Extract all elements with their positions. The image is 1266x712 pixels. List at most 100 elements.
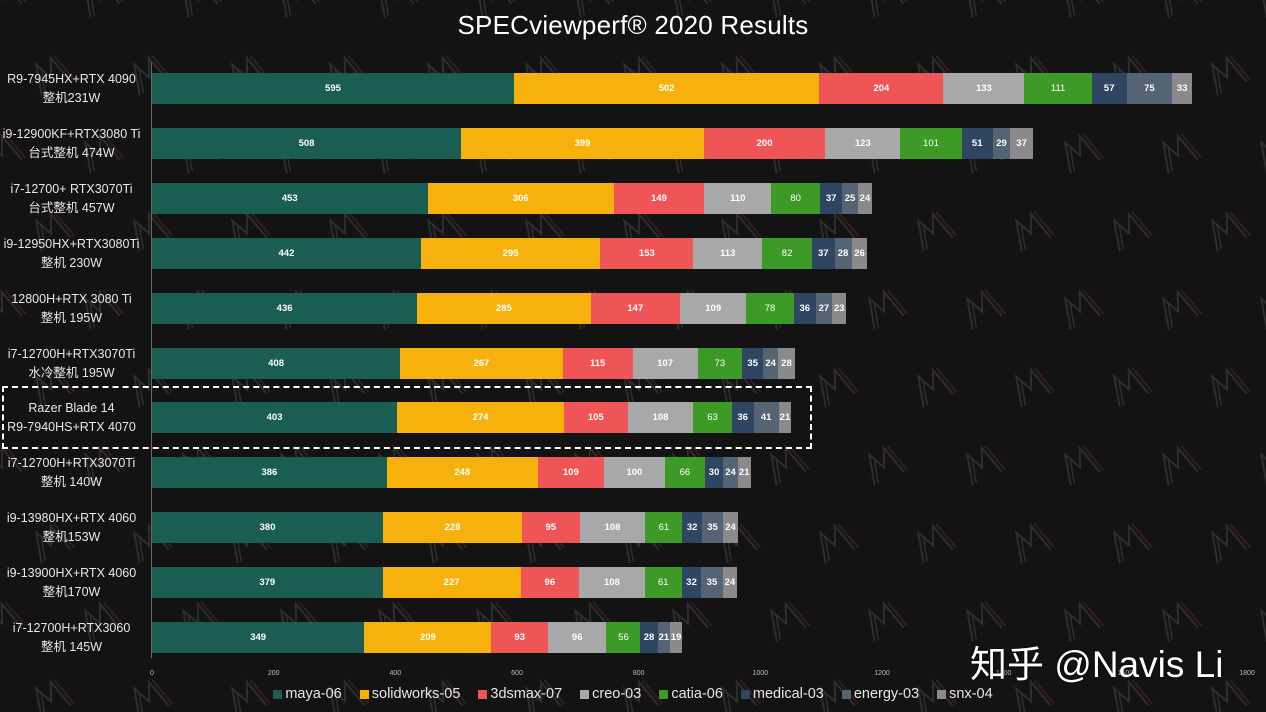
watermark-m-icon [916,367,958,408]
category-label-line1: i7-12700+ RTX3070Ti [10,181,133,196]
category-label: i9-13900HX+RTX 4060 整机170W [0,564,143,602]
watermark-m-icon [0,289,27,330]
watermark-m-icon [1112,211,1154,252]
watermark-m-icon [818,367,860,408]
watermark-m-icon [1112,523,1154,564]
watermark-m-icon [1014,679,1056,712]
x-tick-label: 1400 [995,670,1012,677]
legend-label: creo-03 [592,686,642,702]
watermark-m-icon [1063,601,1105,642]
bar-segment-catia-06: 63 [693,402,732,434]
x-tick-label: 600 [511,670,523,677]
category-label: i7-12700H+RTX3060 整机 145W [0,619,143,657]
author-watermark: 知乎 @Navis Li [970,644,1224,685]
x-tick-label: 1600 [1117,670,1134,677]
bar-segment-snx-04: 19 [670,622,682,653]
category-label-line1: i9-13900HX+RTX 4060 [6,566,137,581]
bar-segment-snx-04: 24 [723,512,738,544]
bar-segment-maya-06: 453 [152,182,428,214]
bar-segment-snx-04: 28 [777,347,795,379]
category-label: i7-12700H+RTX3070Ti 整机 140W [0,454,143,492]
watermark-m-icon [867,445,909,486]
bar-segment-maya-06: 380 [152,512,384,544]
watermark-m-icon [34,211,76,252]
watermark-m-icon [1112,367,1154,408]
watermark-m-icon [867,289,909,330]
category-label-line1: R9-7945HX+RTX 4090 [7,72,136,86]
bar-segment-catia-06: 78 [746,292,794,324]
watermark-m-icon [916,523,958,564]
bar-segment-energy-03: 24 [763,347,778,379]
x-tick-label: 200 [267,670,280,677]
watermark-m-icon [83,0,125,18]
bar-segment-creo-03: 110 [704,182,772,214]
legend-swatch [273,689,283,699]
bar-segment-energy-03: 41 [753,402,779,434]
bar-segment-3dsmax-07: 204 [819,73,944,104]
watermark-m-icon [1161,133,1203,174]
category-label-line2: 水冷整机 195W [28,365,115,380]
watermark-m-icon [426,211,468,252]
watermark-m-icon [916,211,958,252]
highlight-box [2,386,812,450]
bar-segment-energy-03: 35 [701,512,724,544]
watermark-m-icon [1161,445,1203,486]
category-label-line1: i9-12950HX+RTX3080Ti [3,236,140,251]
x-tick-label: 1200 [874,670,890,677]
watermark-m-icon [34,55,76,96]
bar-segment-3dsmax-07: 105 [563,402,628,434]
watermark-m-icon [769,601,811,642]
bar-segment-solidworks-05: 306 [427,182,614,214]
category-label-line1: 12800H+RTX 3080 Ti [11,291,132,306]
category-label: i7-12700H+RTX3070Ti 水冷整机 195W [0,345,143,383]
bar-segment-medical-03: 37 [819,182,843,214]
legend-label: 3dsmax-07 [490,686,563,702]
x-tick-label: 1800 [1239,670,1255,677]
legend-swatch [359,689,369,699]
legend-item: creo-03 [580,686,641,702]
bar-segment-medical-03: 36 [793,292,816,324]
legend-label: catia-06 [671,686,723,702]
bar-segment-energy-03: 28 [834,237,852,269]
bar-segment-creo-03: 109 [680,292,747,324]
bar-segment-solidworks-05: 274 [397,402,564,434]
bar-segment-creo-03: 100 [603,457,665,489]
watermark-m-icon [573,0,615,18]
bar-segment-energy-03: 35 [701,567,723,599]
watermark-m-icon [1112,679,1154,712]
bar-segment-solidworks-05: 267 [400,347,563,379]
watermark-m-icon [181,0,223,18]
bar-segment-medical-03: 51 [961,127,993,159]
watermark-m-icon [0,445,27,486]
legend-item: medical-03 [740,686,824,702]
bar-segment-snx-04: 21 [737,457,751,489]
legend-item: energy-03 [841,686,919,702]
bar-segment-snx-04: 37 [1010,127,1033,159]
bar-segment-snx-04: 24 [857,182,873,214]
bar-segment-catia-06: 80 [771,182,820,214]
bar-segment-solidworks-05: 209 [364,622,492,653]
watermark-m-icon [622,679,664,712]
watermark-m-icon [818,523,860,564]
bar-segment-snx-04: 23 [832,292,847,324]
bar-segment-creo-03: 113 [693,237,763,269]
watermark-m-icon [1014,367,1056,408]
watermark-m-icon [83,601,125,642]
bar-segment-3dsmax-07: 200 [703,127,826,159]
bar-segment-medical-03: 37 [812,237,835,269]
bar-segment-maya-06: 403 [152,402,398,434]
bar-segment-maya-06: 408 [152,347,401,379]
watermark-m-icon [475,0,517,18]
legend-item: maya-06 [273,686,342,702]
category-label-line1: i9-12900KF+RTX3080 Ti [2,126,141,141]
bar-segment-solidworks-05: 248 [386,457,538,489]
bar-segment-catia-06: 101 [900,127,962,159]
bar-segment-snx-04: 21 [778,402,792,434]
bar-segment-solidworks-05: 399 [461,127,704,159]
watermark-m-icon [1063,133,1105,174]
category-label: i7-12700+ RTX3070Ti 台式整机 457W [0,180,143,218]
y-axis-line [151,62,152,658]
bar-segment-catia-06: 111 [1024,73,1092,104]
bar-segment-catia-06: 56 [606,622,641,653]
legend-item: solidworks-05 [359,686,460,702]
